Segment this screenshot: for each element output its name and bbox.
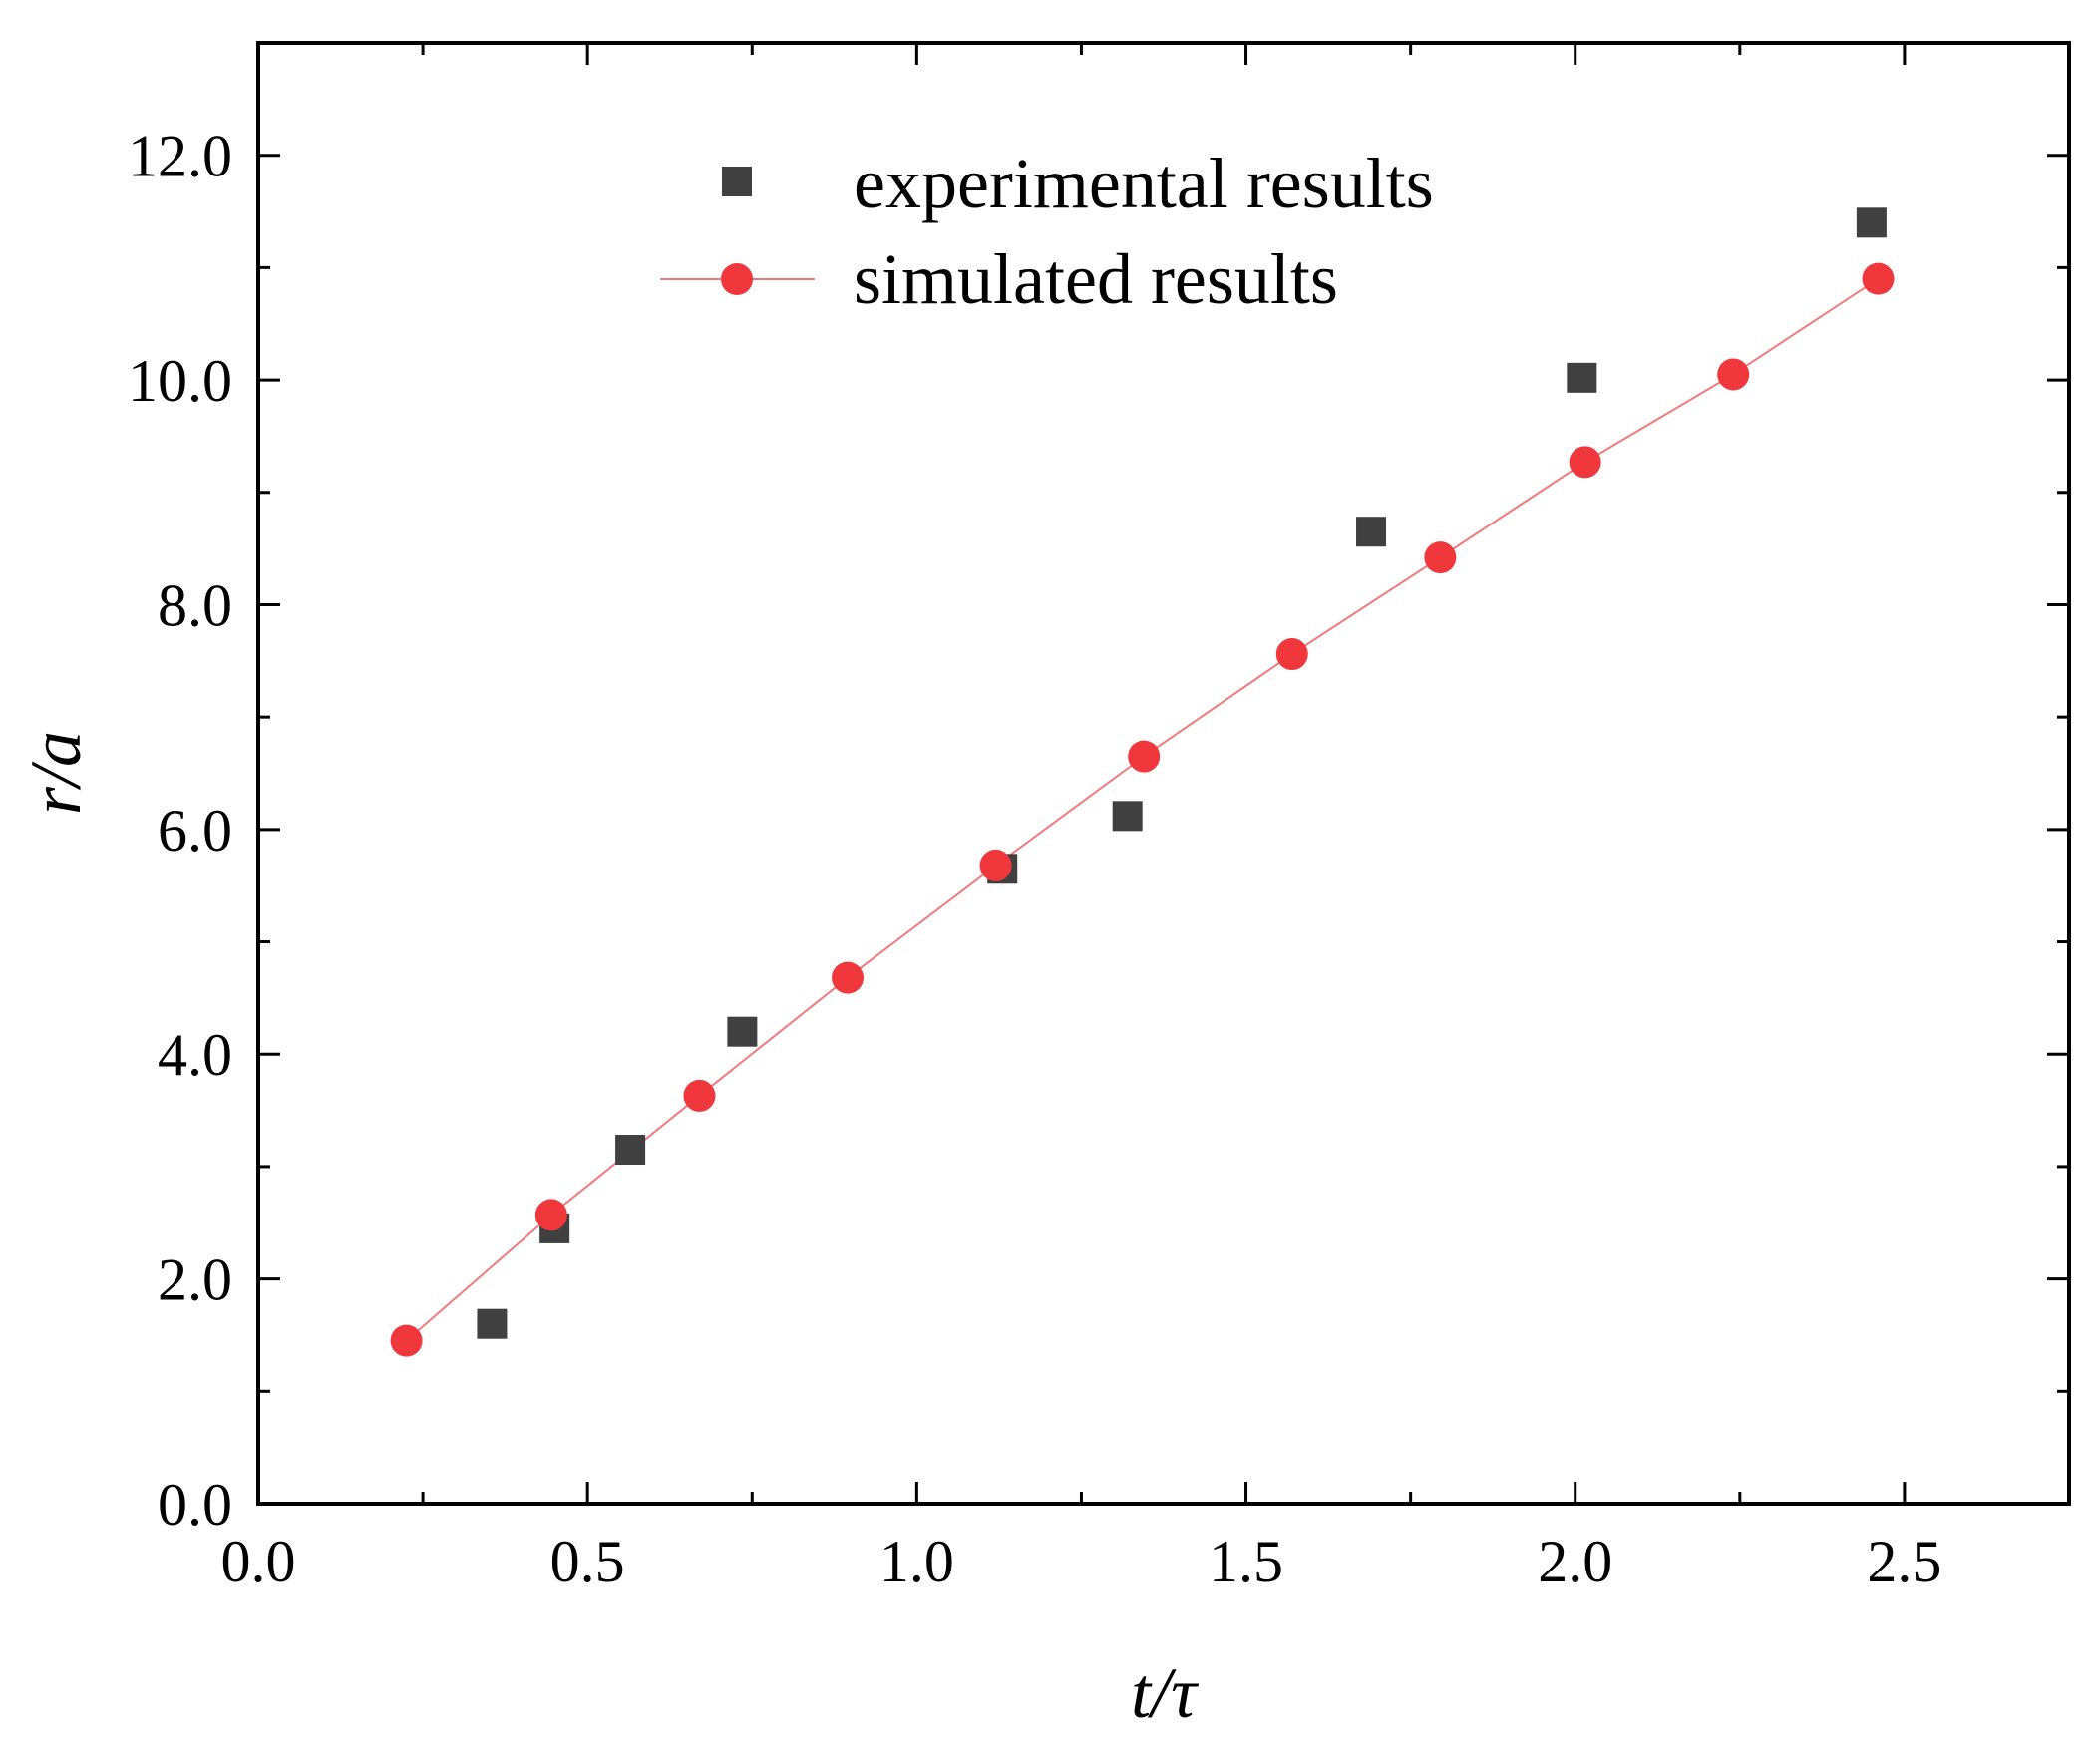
x-tick-label: 1.0 — [879, 1529, 954, 1594]
y-tick-label: 8.0 — [158, 572, 232, 638]
legend-marker-experimental — [722, 167, 752, 196]
experimental-point — [477, 1308, 508, 1339]
experimental-point — [1356, 517, 1387, 547]
experimental-point — [1856, 207, 1887, 238]
experimental-point — [727, 1016, 758, 1047]
simulated-point — [390, 1324, 423, 1357]
legend-label-simulated: simulated results — [854, 239, 1338, 319]
y-tick-label: 0.0 — [158, 1472, 232, 1538]
plot-frame — [256, 41, 2071, 1506]
x-tick-label: 0.0 — [221, 1529, 296, 1594]
simulated-point — [1717, 358, 1750, 391]
simulated-point — [1424, 541, 1457, 574]
x-tick-label: 2.0 — [1538, 1529, 1612, 1594]
simulated-point — [1275, 638, 1308, 671]
simulated-point — [979, 849, 1012, 881]
x-tick-label: 1.5 — [1209, 1529, 1283, 1594]
legend: experimental results simulated results — [660, 144, 1434, 319]
y-tick-label: 10.0 — [128, 348, 232, 414]
x-tick-label: 2.5 — [1867, 1529, 1941, 1594]
simulated-point — [1862, 262, 1895, 295]
x-axis-label: t/τ — [1131, 1653, 1199, 1733]
simulated-point — [1128, 740, 1161, 773]
y-tick-label: 2.0 — [158, 1247, 232, 1313]
y-tick-label: 6.0 — [158, 798, 232, 864]
y-tick-label: 12.0 — [128, 124, 232, 189]
experimental-point — [1112, 801, 1143, 832]
legend-marker-simulated — [721, 263, 753, 295]
y-tick-label: 4.0 — [158, 1022, 232, 1088]
ticks-layer: 0.0 0.5 1.0 1.5 2.0 2.5 0.0 2.0 4.0 6.0 8.0 10.0 12.… — [128, 43, 2069, 1594]
simulated-point — [534, 1199, 567, 1231]
legend-label-experimental: experimental results — [854, 144, 1434, 223]
simulated-point — [683, 1079, 716, 1112]
simulated-point — [832, 961, 865, 994]
experimental-point — [1567, 362, 1597, 393]
experimental-point — [615, 1135, 646, 1166]
series-layer — [390, 207, 1895, 1357]
simulated-point — [1569, 446, 1601, 479]
y-axis-label: r/a — [16, 731, 96, 815]
x-tick-label: 0.5 — [550, 1529, 625, 1594]
